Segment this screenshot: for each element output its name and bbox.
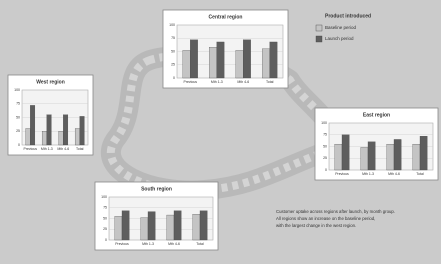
bar <box>209 47 216 78</box>
bar <box>368 142 375 170</box>
bar <box>26 129 31 146</box>
x-tick-label: Mth 1-3 <box>211 80 223 84</box>
y-tick-label: 25 <box>323 156 327 160</box>
x-tick-label: Mth 1-3 <box>41 147 53 151</box>
bar <box>262 49 269 78</box>
y-tick-label: 100 <box>321 121 327 125</box>
y-tick-label: 100 <box>14 88 20 92</box>
bar <box>63 115 68 145</box>
bar <box>361 147 368 170</box>
x-tick-label: Previous <box>183 80 197 84</box>
y-tick-label: 100 <box>101 195 107 199</box>
bar <box>342 135 349 170</box>
x-tick-label: Total <box>76 147 84 151</box>
bar <box>42 131 47 145</box>
x-tick-label: Total <box>266 80 274 84</box>
y-tick-label: 75 <box>16 102 20 106</box>
bar <box>183 50 190 78</box>
legend-label: Launch period <box>325 36 354 41</box>
bar <box>141 218 148 240</box>
x-tick-label: Mth 4-6 <box>168 242 180 246</box>
map-view: Central region 0 25 50 75 100 Previous Mth 1-3 M… <box>0 0 441 264</box>
chart-title: South region <box>141 186 172 192</box>
bar <box>80 116 85 145</box>
bar <box>394 139 401 170</box>
bar <box>200 211 207 240</box>
y-tick-label: 0 <box>173 76 175 80</box>
bar <box>167 215 174 240</box>
chart-title: Central region <box>209 14 243 20</box>
bar <box>236 50 243 78</box>
bar <box>122 211 129 240</box>
x-tick-label: Previous <box>115 242 129 246</box>
bar <box>243 40 250 78</box>
x-tick-label: Previous <box>335 172 349 176</box>
bar <box>193 214 200 240</box>
legend-label: Baseline period <box>325 25 357 30</box>
bar <box>335 144 342 170</box>
x-tick-label: Total <box>416 172 424 176</box>
x-tick-label: Mth 4-6 <box>388 172 400 176</box>
y-tick-label: 50 <box>16 115 20 119</box>
bar <box>270 42 277 78</box>
y-tick-label: 75 <box>323 133 327 137</box>
chart-title: East region <box>363 112 390 118</box>
y-tick-label: 75 <box>103 206 107 210</box>
x-tick-label: Previous <box>23 147 37 151</box>
y-tick-label: 50 <box>171 49 175 53</box>
x-tick-label: Mth 1-3 <box>362 172 374 176</box>
bar <box>115 216 122 240</box>
note-line: All regions show an increase on the base… <box>276 216 375 221</box>
bar <box>190 40 197 78</box>
bar <box>148 212 155 240</box>
bar <box>413 144 420 170</box>
bar <box>420 136 427 170</box>
y-tick-label: 75 <box>171 36 175 40</box>
y-tick-label: 0 <box>18 143 20 147</box>
chart-title: West region <box>36 79 65 85</box>
bar <box>75 129 80 146</box>
y-tick-label: 25 <box>171 63 175 67</box>
bar <box>30 105 35 145</box>
bar <box>47 115 52 145</box>
y-tick-label: 100 <box>169 23 175 27</box>
x-tick-label: Mth 4-6 <box>57 147 69 151</box>
y-tick-label: 25 <box>103 227 107 231</box>
bar <box>387 144 394 170</box>
y-tick-label: 50 <box>103 216 107 220</box>
bar <box>217 42 224 78</box>
y-tick-label: 0 <box>105 238 107 242</box>
legend-swatch <box>316 36 322 42</box>
x-tick-label: Mth 1-3 <box>142 242 154 246</box>
y-tick-label: 25 <box>16 129 20 133</box>
bar <box>59 131 64 145</box>
legend-swatch <box>316 25 322 31</box>
note-line: with the largest change in the west regi… <box>276 223 356 228</box>
x-tick-label: Mth 4-6 <box>237 80 249 84</box>
legend-title: Product introduced <box>325 13 371 19</box>
x-tick-label: Total <box>196 242 204 246</box>
y-tick-label: 0 <box>325 168 327 172</box>
bar <box>174 211 181 240</box>
y-tick-label: 50 <box>323 144 327 148</box>
note-line: Customer uptake across regions after lau… <box>276 209 395 214</box>
